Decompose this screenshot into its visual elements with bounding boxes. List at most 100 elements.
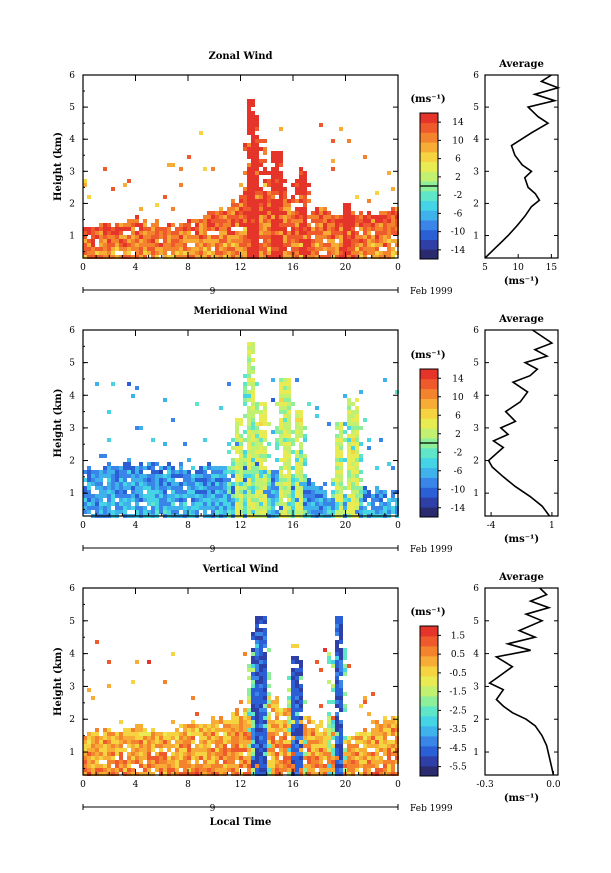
average-y-tick-label: 1 (473, 232, 479, 242)
colorbar-tick-label: -4.5 (449, 744, 467, 754)
colorbar-tick-label: 14 (452, 118, 464, 128)
x-tick-label: 0 (80, 780, 86, 790)
average-x-tick-label: -4 (487, 521, 496, 531)
x-tick-label: 20 (340, 263, 352, 273)
x-tick-label: 0 (395, 263, 401, 273)
colorbar-swatch (420, 646, 438, 657)
average-y-tick-label: 5 (473, 617, 479, 627)
colorbar-tick-label: -6 (454, 467, 463, 477)
colorbar-tick-label: -14 (451, 246, 466, 256)
average-x-tick-label: 0.0 (546, 780, 561, 790)
colorbar-swatch (420, 487, 438, 498)
colorbar-swatch (420, 161, 438, 172)
y-tick-label: 4 (69, 391, 75, 401)
colorbar-swatch (420, 766, 438, 777)
x-tick-label: 20 (340, 780, 352, 790)
x-tick-label: 8 (185, 521, 191, 531)
colorbar: 14 10 6 2 -2 -6 -10 -14 (ms⁻¹) (410, 350, 466, 518)
colorbar-tick-label: 2 (455, 430, 461, 440)
panel-title: Vertical Wind (202, 564, 279, 575)
average-title: Average (498, 572, 544, 583)
colorbar-swatch (420, 388, 438, 399)
average-y-tick-label: 4 (473, 135, 479, 145)
colorbar-swatch (420, 122, 438, 133)
x-tick-label: 16 (287, 780, 299, 790)
colorbar-unit: (ms⁻¹) (410, 94, 445, 105)
colorbar-swatch (420, 666, 438, 677)
colorbar-swatch (420, 696, 438, 707)
colorbar-swatch (420, 200, 438, 211)
y-tick-label: 4 (69, 650, 75, 660)
average-y-tick-label: 3 (473, 167, 479, 177)
colorbar-swatch (420, 447, 438, 459)
colorbar-tick-label: -10 (451, 228, 466, 238)
average-profile-line (487, 329, 554, 517)
x-tick-label: 0 (395, 780, 401, 790)
colorbar: 1.5 0.5 -0.5 -1.5 -2.5 -3.5 -4.5 -5.5 (ms⁻¹) (410, 607, 467, 777)
y-axis-label: Height (km) (53, 647, 64, 716)
colorbar-swatch (420, 746, 438, 757)
average-y-tick-label: 5 (473, 103, 479, 113)
average-y-tick-label: 2 (473, 199, 479, 209)
y-tick-label: 3 (69, 682, 75, 692)
colorbar-frame (419, 625, 439, 777)
colorbar-swatch (420, 239, 438, 250)
x-tick-label: 0 (80, 521, 86, 531)
colorbar-swatch (420, 190, 438, 201)
average-y-tick-label: 3 (473, 424, 479, 434)
colorbar-swatch (420, 220, 438, 231)
average-y-tick-label: 3 (473, 682, 479, 692)
x-tick-label: 8 (185, 780, 191, 790)
colorbar-swatch (420, 507, 438, 518)
average-frame (484, 74, 559, 259)
average-frame (484, 587, 559, 776)
colorbar-swatch (420, 369, 438, 380)
colorbar-tick-label: 10 (452, 136, 464, 146)
date-marker: 9 (210, 545, 216, 555)
average-y-tick-label: 4 (473, 650, 479, 660)
date-label: Feb 1999 (410, 804, 453, 814)
y-tick-label: 5 (69, 103, 75, 113)
colorbar-swatch (420, 142, 438, 153)
average-profile-line (488, 587, 555, 776)
colorbar-swatch (420, 151, 438, 163)
colorbar-tick-label: -2 (454, 191, 463, 201)
colorbar-swatch (420, 467, 438, 478)
x-tick-label: 4 (133, 521, 139, 531)
colorbar-swatch (420, 497, 438, 508)
date-marker: 9 (210, 804, 216, 814)
x-axis-label: Local Time (210, 817, 272, 828)
x-tick-label: 12 (235, 263, 246, 273)
colorbar-tick-label: -6 (454, 209, 463, 219)
y-tick-label: 2 (69, 457, 75, 467)
colorbar-tick-label: 10 (452, 393, 464, 403)
date-marker: 9 (210, 287, 216, 297)
colorbar-swatch (420, 706, 438, 717)
x-tick-label: 0 (80, 263, 86, 273)
average-x-label: (ms⁻¹) (504, 534, 539, 545)
average-panel: Average 1 2 3 4 5 6 -4 1 (ms⁻¹) (473, 314, 559, 545)
average-x-tick-label: -0.3 (476, 780, 494, 790)
colorbar-swatch (420, 171, 438, 182)
colorbar-swatch (420, 398, 438, 409)
average-x-tick-label: 10 (512, 263, 524, 273)
colorbar-swatch (420, 249, 438, 260)
colorbar-swatch (420, 716, 438, 727)
colorbar-tick-label: 0.5 (451, 650, 466, 660)
x-tick-label: 4 (133, 780, 139, 790)
average-title: Average (498, 59, 544, 70)
x-tick-label: 20 (340, 521, 352, 531)
colorbar-swatch (420, 418, 438, 429)
average-y-tick-label: 6 (473, 584, 479, 594)
colorbar-swatch (420, 210, 438, 221)
average-panel: Average 1 2 3 4 5 6 5 10 15 (ms⁻¹) (473, 59, 561, 287)
colorbar-swatch (420, 477, 438, 488)
colorbar-swatch (420, 676, 438, 687)
y-tick-label: 3 (69, 167, 75, 177)
y-tick-label: 1 (69, 232, 75, 242)
colorbar: 14 10 6 2 -2 -6 -10 -14 (ms⁻¹) (410, 94, 466, 260)
x-tick-label: 4 (133, 263, 139, 273)
